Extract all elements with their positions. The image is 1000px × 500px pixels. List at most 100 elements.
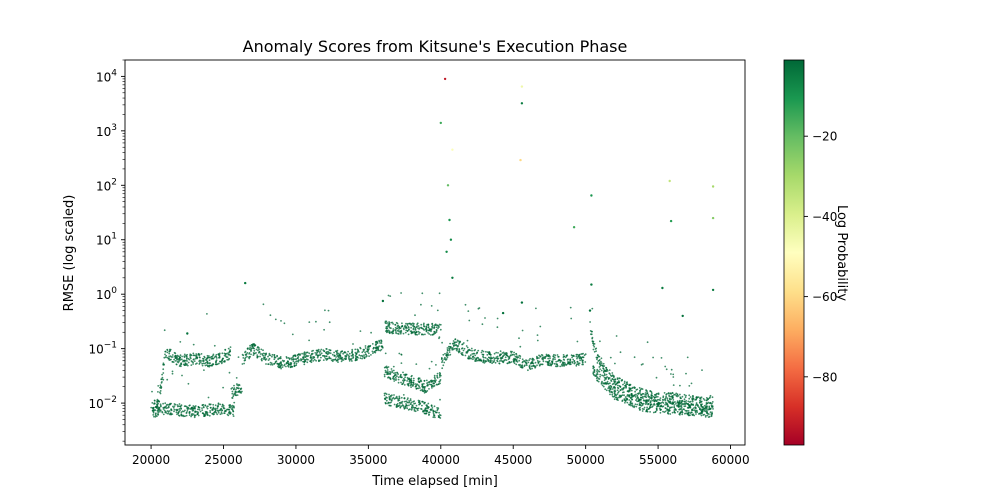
scatter-point — [421, 333, 423, 336]
scatter-point — [414, 329, 417, 331]
scatter-point — [154, 415, 157, 418]
scatter-point — [621, 391, 624, 394]
scatter-point — [613, 381, 616, 384]
scatter-point — [364, 345, 367, 347]
scatter-point — [222, 404, 225, 407]
scatter-point — [599, 373, 602, 376]
scatter-point — [582, 352, 584, 355]
scatter-point — [397, 332, 399, 335]
scatter-point — [639, 388, 642, 391]
scatter-point — [401, 324, 404, 327]
scatter-point — [609, 388, 611, 391]
scatter-point — [173, 405, 176, 407]
scatter-point — [554, 358, 556, 361]
scatter-point — [210, 358, 213, 360]
scatter-point — [396, 405, 399, 408]
scatter-point — [633, 386, 636, 389]
scatter-point — [431, 387, 433, 389]
scatter-point — [195, 354, 198, 357]
scatter-point — [679, 412, 681, 415]
scatter-point — [416, 409, 419, 412]
scatter-point — [393, 372, 395, 375]
outlier-point — [590, 283, 593, 286]
scatter-point — [192, 361, 195, 364]
scatter-point — [232, 410, 235, 413]
scatter-point — [434, 410, 436, 413]
scatter-point — [428, 329, 431, 332]
scatter-point — [672, 399, 675, 401]
scatter-point — [380, 339, 383, 342]
scatter-point — [464, 303, 467, 306]
scatter-point — [402, 332, 405, 335]
scatter-point — [215, 361, 217, 364]
scatter-point — [168, 410, 171, 412]
scatter-point — [168, 403, 170, 406]
scatter-point — [314, 352, 317, 354]
scatter-point — [682, 403, 685, 406]
scatter-series-6 — [383, 353, 442, 419]
scatter-point — [664, 365, 667, 368]
scatter-point — [645, 403, 647, 406]
scatter-point — [397, 329, 400, 331]
scatter-point — [256, 354, 259, 356]
scatter-point — [306, 361, 309, 364]
scatter-point — [491, 362, 493, 365]
scatter-point — [489, 359, 491, 362]
scatter-point — [197, 408, 199, 411]
scatter-point — [159, 410, 161, 413]
scatter-point — [396, 325, 399, 328]
outlier-point — [572, 226, 576, 229]
scatter-point — [545, 353, 548, 356]
scatter-point — [532, 364, 535, 367]
scatter-point — [650, 397, 653, 400]
scatter-point — [670, 368, 673, 371]
scatter-point — [291, 356, 294, 359]
scatter-point — [489, 353, 492, 356]
scatter-point — [435, 379, 437, 382]
scatter-point — [710, 413, 713, 415]
scatter-point — [270, 363, 272, 366]
scatter-point — [179, 356, 182, 359]
scatter-point — [390, 368, 393, 370]
scatter-point — [671, 392, 674, 394]
scatter-point — [645, 390, 648, 392]
scatter-point — [662, 410, 664, 413]
scatter-point — [350, 354, 353, 357]
scatter-point — [603, 379, 606, 382]
scatter-point — [625, 382, 628, 384]
scatter-point — [391, 370, 393, 372]
scatter-point — [659, 409, 662, 411]
scatter-point — [405, 326, 407, 328]
scatter-point — [711, 402, 713, 405]
scatter-point — [681, 395, 684, 398]
scatter-point — [267, 359, 270, 361]
scatter-point — [159, 404, 162, 407]
scatter-point — [541, 357, 544, 360]
scatter-point — [409, 399, 412, 402]
y-tick-label: 102 — [96, 177, 117, 193]
scatter-point — [477, 307, 480, 310]
scatter-point — [599, 340, 601, 343]
scatter-point — [385, 399, 388, 402]
scatter-point — [421, 327, 424, 330]
scatter-point — [615, 396, 617, 399]
scatter-point — [636, 403, 639, 406]
x-axis-label: Time elapsed [min] — [371, 474, 498, 489]
scatter-point — [182, 360, 184, 363]
scatter-point — [556, 354, 559, 356]
scatter-point — [649, 411, 651, 413]
scatter-point — [447, 353, 449, 355]
scatter-point — [606, 370, 609, 372]
scatter-point — [632, 394, 634, 397]
scatter-point — [438, 376, 441, 378]
scatter-point — [689, 406, 692, 409]
scatter-point — [261, 353, 264, 355]
scatter-point — [364, 351, 366, 354]
scatter-point — [153, 415, 155, 418]
scatter-point — [171, 372, 174, 375]
scatter-point — [611, 383, 614, 386]
x-tick-label: 60000 — [711, 453, 749, 467]
scatter-point — [611, 388, 614, 390]
scatter-point — [559, 361, 562, 363]
scatter-point — [365, 356, 367, 358]
